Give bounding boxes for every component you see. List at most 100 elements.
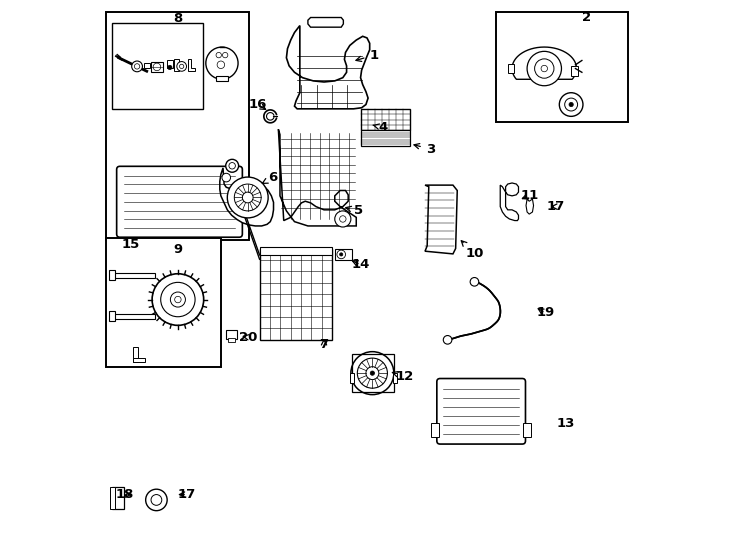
Bar bbox=[134, 358, 145, 362]
Bar bbox=[260, 248, 332, 340]
Bar bbox=[112, 23, 203, 109]
Circle shape bbox=[222, 52, 228, 58]
Circle shape bbox=[175, 296, 181, 303]
Text: 7: 7 bbox=[319, 338, 329, 350]
Circle shape bbox=[242, 192, 253, 203]
Bar bbox=[106, 12, 249, 240]
Circle shape bbox=[161, 282, 195, 317]
Polygon shape bbox=[219, 168, 274, 226]
Bar bbox=[496, 12, 628, 122]
Text: 2: 2 bbox=[581, 11, 591, 24]
Text: 19: 19 bbox=[537, 307, 554, 320]
Circle shape bbox=[226, 159, 239, 172]
FancyBboxPatch shape bbox=[117, 166, 242, 237]
Circle shape bbox=[228, 177, 268, 218]
Text: 12: 12 bbox=[392, 370, 414, 383]
Circle shape bbox=[335, 211, 351, 227]
Bar bbox=[393, 373, 397, 383]
Circle shape bbox=[234, 184, 261, 211]
Text: 8: 8 bbox=[173, 12, 183, 25]
Circle shape bbox=[216, 52, 222, 58]
Bar bbox=[216, 76, 228, 81]
Text: 6: 6 bbox=[262, 171, 277, 184]
Text: 4: 4 bbox=[373, 121, 388, 134]
Polygon shape bbox=[425, 185, 457, 254]
Bar bbox=[360, 109, 410, 130]
Circle shape bbox=[222, 173, 230, 182]
Text: 10: 10 bbox=[461, 241, 484, 260]
Bar bbox=[360, 130, 410, 146]
Bar bbox=[508, 64, 515, 73]
Bar bbox=[144, 63, 150, 68]
Circle shape bbox=[170, 292, 186, 307]
Circle shape bbox=[470, 278, 479, 286]
Circle shape bbox=[177, 62, 186, 71]
Bar bbox=[350, 373, 354, 383]
Polygon shape bbox=[188, 59, 195, 71]
Text: 18: 18 bbox=[116, 488, 134, 501]
Bar bbox=[432, 423, 439, 436]
Circle shape bbox=[340, 216, 346, 222]
Polygon shape bbox=[278, 129, 356, 226]
Circle shape bbox=[151, 495, 161, 505]
Bar bbox=[112, 273, 155, 278]
Text: 17: 17 bbox=[547, 200, 565, 213]
Bar bbox=[109, 487, 115, 509]
Text: 5: 5 bbox=[346, 205, 363, 218]
Circle shape bbox=[340, 253, 343, 256]
Circle shape bbox=[541, 65, 548, 72]
Circle shape bbox=[370, 371, 374, 375]
Circle shape bbox=[152, 274, 203, 325]
Bar bbox=[167, 60, 172, 68]
Bar bbox=[112, 314, 155, 320]
Bar bbox=[174, 59, 179, 71]
Circle shape bbox=[206, 47, 238, 79]
Circle shape bbox=[153, 63, 161, 71]
Polygon shape bbox=[286, 25, 370, 109]
Text: 11: 11 bbox=[520, 190, 538, 202]
Bar bbox=[109, 270, 115, 280]
Circle shape bbox=[145, 489, 167, 511]
Text: 17: 17 bbox=[178, 488, 196, 501]
Circle shape bbox=[564, 98, 578, 111]
Circle shape bbox=[534, 59, 554, 78]
Bar bbox=[352, 354, 394, 393]
Circle shape bbox=[559, 93, 583, 116]
Polygon shape bbox=[501, 183, 518, 220]
Circle shape bbox=[167, 65, 172, 70]
Circle shape bbox=[357, 358, 388, 388]
Text: 20: 20 bbox=[239, 330, 257, 343]
Bar bbox=[571, 66, 578, 76]
Bar bbox=[260, 247, 332, 255]
Bar bbox=[134, 347, 137, 362]
Bar bbox=[228, 338, 236, 342]
FancyBboxPatch shape bbox=[437, 379, 526, 444]
Circle shape bbox=[366, 367, 379, 380]
Circle shape bbox=[217, 61, 225, 69]
Text: 9: 9 bbox=[173, 243, 183, 256]
Circle shape bbox=[337, 250, 346, 259]
Text: 15: 15 bbox=[122, 238, 139, 251]
Text: 16: 16 bbox=[248, 98, 266, 111]
Circle shape bbox=[131, 61, 142, 72]
Text: 14: 14 bbox=[352, 258, 370, 271]
Circle shape bbox=[134, 64, 139, 69]
Bar bbox=[523, 423, 531, 436]
Circle shape bbox=[229, 163, 236, 169]
Bar bbox=[109, 312, 115, 321]
Circle shape bbox=[527, 51, 562, 86]
Bar bbox=[335, 248, 352, 260]
Bar bbox=[151, 62, 163, 72]
Polygon shape bbox=[308, 17, 344, 27]
Circle shape bbox=[180, 64, 184, 69]
Bar bbox=[106, 238, 221, 367]
Text: 3: 3 bbox=[414, 143, 435, 156]
Text: 13: 13 bbox=[556, 416, 575, 430]
Bar bbox=[226, 330, 237, 339]
Circle shape bbox=[351, 352, 394, 395]
Polygon shape bbox=[526, 199, 534, 214]
Circle shape bbox=[569, 103, 573, 107]
Bar bbox=[112, 487, 123, 509]
Circle shape bbox=[443, 335, 452, 344]
Text: 1: 1 bbox=[356, 49, 379, 62]
